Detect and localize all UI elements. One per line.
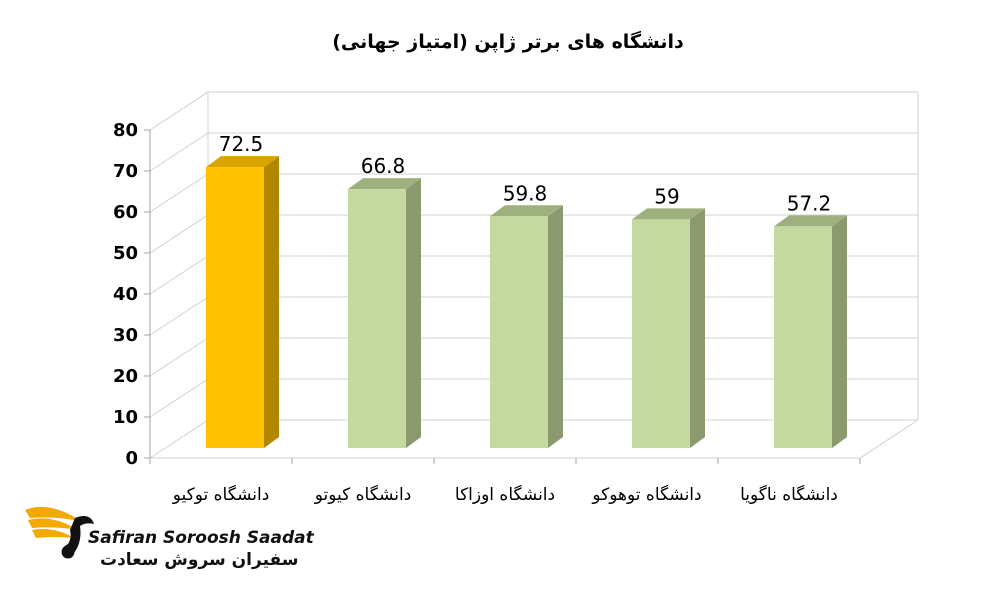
data-label: 66.8 [361,154,406,178]
category-label: دانشگاه توکیو [172,484,270,505]
data-label: 59 [654,184,679,208]
bar-front [348,189,406,448]
bar-front [490,216,548,448]
labels: 72.5 دانشگاه توکیو 66.8 دانشگاه کیوتو 59.8 دا… [172,132,838,505]
bar-side [548,205,563,448]
bar-top [348,178,421,190]
bar-side [264,156,279,448]
brand-name-fa: سفیران سروش سعادت [100,550,299,570]
category-label: دانشگاه کیوتو [314,484,412,505]
bar-front [774,226,832,448]
y-tick-label: 70 [113,161,138,182]
gridline [149,91,918,131]
bar [348,178,421,448]
bar [774,215,847,448]
bar [490,205,563,448]
bar-front [206,167,264,448]
bar-top [632,208,705,220]
brand-name-en: Safiran Soroosh Saadat [88,528,314,548]
bar-top [774,215,847,227]
y-tick-label: 10 [113,407,138,428]
bar-side [690,208,705,448]
y-tick-label: 50 [113,243,138,264]
bar-side [406,178,421,448]
y-tick-label: 40 [113,284,138,305]
y-tick-label: 30 [113,325,138,346]
category-label: دانشگاه ناگویا [740,484,838,505]
eagle-logo-icon [25,506,94,559]
bar [206,156,279,448]
y-axis: 0 10 20 30 40 50 60 70 80 [113,120,861,469]
y-tick-label: 80 [113,120,138,141]
data-label: 59.8 [503,181,548,205]
y-tick-label: 0 [125,448,138,469]
gridline [149,132,918,172]
data-label: 72.5 [219,132,264,156]
chart-title: دانشگاه های برتر ژاپن (امتیاز جهانی) [332,30,684,53]
bar-top [206,156,279,168]
bar-front [632,219,690,448]
bar [632,208,705,448]
category-label: دانشگاه اوزاکا [455,484,555,505]
bar-side [832,215,847,448]
bar-top [490,205,563,217]
brand-logo: Safiran Soroosh Saadat سفیران سروش سعادت [20,492,314,582]
y-tick-label: 60 [113,202,138,223]
y-tick-label: 20 [113,366,138,387]
bars [206,156,847,448]
data-label: 57.2 [787,191,832,215]
category-label: دانشگاه توهوکو [591,484,701,505]
